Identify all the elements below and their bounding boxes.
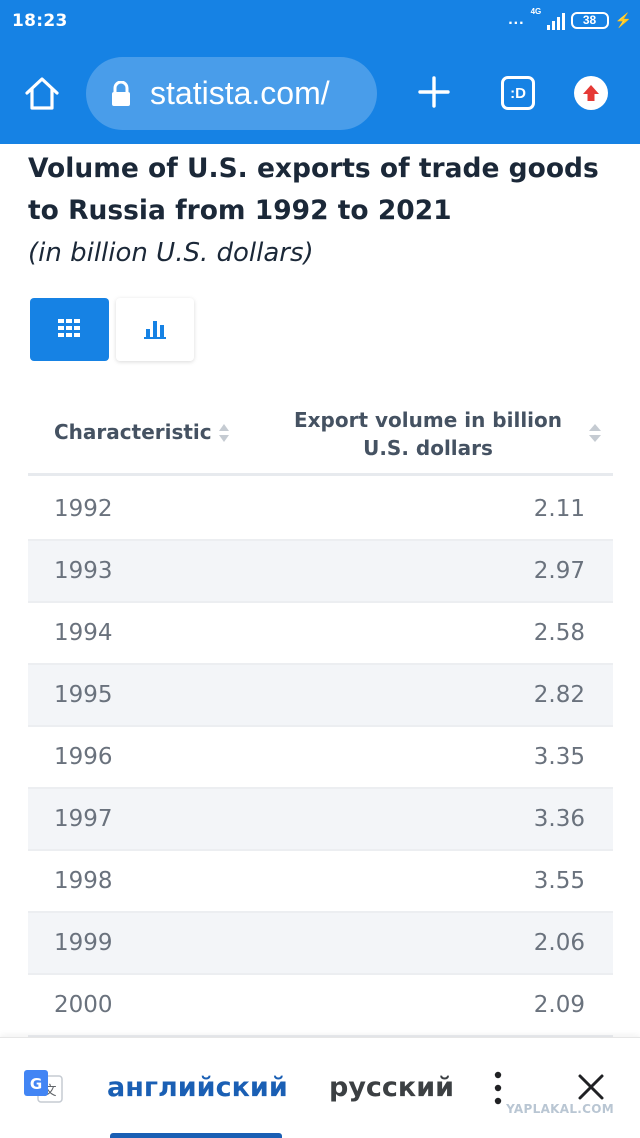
- close-icon[interactable]: [576, 1072, 606, 1102]
- value-cell: 2.06: [533, 930, 585, 956]
- table-row: 1999 2.06: [28, 913, 613, 975]
- value-cell: 3.36: [533, 806, 585, 832]
- table-icon: [58, 319, 80, 337]
- year-cell: 1997: [54, 806, 113, 832]
- value-cell: 2.97: [533, 558, 585, 584]
- chart-view-button[interactable]: [116, 298, 194, 361]
- year-cell: 1996: [54, 744, 113, 770]
- url-text: statista.com/: [150, 75, 330, 111]
- google-translate-icon[interactable]: 文 G: [24, 1070, 64, 1106]
- bar-chart-icon: [144, 321, 166, 339]
- sort-icon[interactable]: [588, 422, 602, 444]
- svg-text:G: G: [30, 1075, 42, 1093]
- network-type: 4G: [530, 7, 542, 16]
- charging-icon: ⚡: [614, 11, 632, 28]
- signal-icon: 4G: [530, 7, 565, 30]
- year-cell: 1995: [54, 682, 113, 708]
- address-bar[interactable]: statista.com/: [86, 57, 377, 130]
- table-row: 1997 3.36: [28, 789, 613, 851]
- table-row: 1996 3.35: [28, 727, 613, 789]
- page-title: Volume of U.S. exports of trade goods to…: [28, 153, 599, 226]
- battery-level: 38: [582, 13, 597, 27]
- value-cell: 2.11: [533, 496, 585, 522]
- source-language-tab[interactable]: английский: [107, 1072, 288, 1103]
- value-cell: 2.58: [533, 620, 585, 646]
- translate-bar: 文 G английский русский YAPLAKAL.COM: [0, 1037, 640, 1138]
- value-cell: 2.82: [533, 682, 585, 708]
- value-cell: 3.35: [533, 744, 585, 770]
- new-tab-button[interactable]: [414, 72, 454, 112]
- value-cell: 3.55: [533, 868, 585, 894]
- year-cell: 1998: [54, 868, 113, 894]
- target-language-tab[interactable]: русский: [329, 1072, 453, 1103]
- tabs-icon: :D: [510, 84, 526, 102]
- table-header: Characteristic Export volume in billion …: [28, 392, 613, 476]
- table-body: 1992 2.11 1993 2.97 1994 2.58 1995 2.82 …: [28, 479, 613, 1037]
- year-cell: 1993: [54, 558, 113, 584]
- sort-icon[interactable]: [218, 422, 230, 444]
- column-header-value[interactable]: Export volume in billion U.S. dollars: [293, 408, 563, 460]
- table-view-button[interactable]: [30, 298, 109, 361]
- more-options-icon[interactable]: [488, 1068, 508, 1108]
- page-subtitle: (in billion U.S. dollars): [28, 238, 314, 268]
- year-cell: 2000: [54, 992, 113, 1018]
- status-indicators: ... 4G 38 ⚡: [508, 7, 632, 30]
- watermark: YAPLAKAL.COM: [506, 1102, 614, 1116]
- home-button[interactable]: [22, 74, 62, 114]
- update-icon: [583, 85, 599, 101]
- lock-icon: [112, 81, 130, 106]
- status-bar: 18:23 ... 4G 38 ⚡: [0, 0, 640, 44]
- year-cell: 1999: [54, 930, 113, 956]
- update-button[interactable]: [574, 76, 608, 110]
- table-row: 1998 3.55: [28, 851, 613, 913]
- year-cell: 1994: [54, 620, 113, 646]
- table-row: 1994 2.58: [28, 603, 613, 665]
- notification-dots: ...: [508, 11, 525, 28]
- tabs-button[interactable]: :D: [501, 76, 535, 110]
- browser-toolbar: statista.com/ :D: [0, 44, 640, 144]
- plus-icon: [418, 76, 450, 108]
- column-header-characteristic[interactable]: Characteristic: [54, 420, 212, 444]
- table-row: 2000 2.09: [28, 975, 613, 1037]
- status-time: 18:23: [12, 11, 68, 31]
- year-cell: 1992: [54, 496, 113, 522]
- battery-icon: 38: [570, 11, 609, 29]
- table-row: 1993 2.97: [28, 541, 613, 603]
- table-row: 1992 2.11: [28, 479, 613, 541]
- table-row: 1995 2.82: [28, 665, 613, 727]
- active-tab-indicator: [110, 1133, 282, 1138]
- home-icon: [25, 77, 59, 110]
- value-cell: 2.09: [533, 992, 585, 1018]
